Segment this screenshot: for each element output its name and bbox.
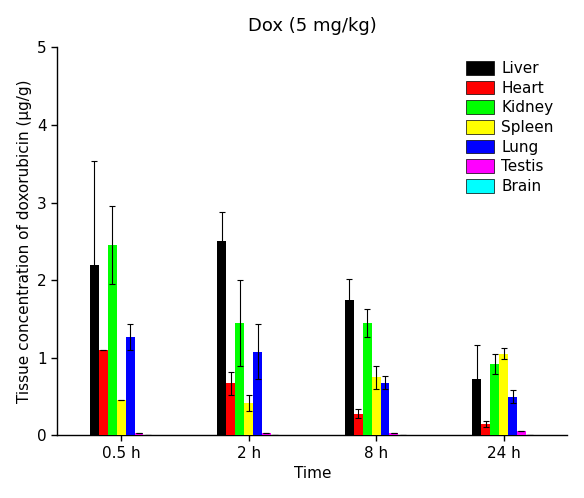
Bar bbox=[90, 264, 99, 435]
Bar bbox=[508, 396, 517, 435]
Bar bbox=[117, 400, 126, 435]
Title: Dox (5 mg/kg): Dox (5 mg/kg) bbox=[248, 16, 377, 35]
Bar bbox=[235, 323, 244, 435]
Bar bbox=[472, 379, 481, 435]
Bar bbox=[126, 337, 134, 435]
Bar bbox=[517, 431, 526, 435]
Bar bbox=[134, 433, 144, 435]
X-axis label: Time: Time bbox=[294, 466, 331, 482]
Bar bbox=[345, 300, 354, 435]
Legend: Liver, Heart, Kidney, Spleen, Lung, Testis, Brain: Liver, Heart, Kidney, Spleen, Lung, Test… bbox=[460, 55, 559, 200]
Bar bbox=[253, 352, 262, 435]
Bar bbox=[499, 354, 508, 435]
Bar bbox=[99, 350, 107, 435]
Bar bbox=[262, 433, 271, 435]
Bar bbox=[481, 424, 490, 435]
Bar bbox=[244, 403, 253, 435]
Bar bbox=[371, 377, 381, 435]
Bar bbox=[490, 364, 499, 435]
Bar bbox=[217, 242, 227, 435]
Bar bbox=[390, 433, 398, 435]
Bar bbox=[227, 383, 235, 435]
Bar bbox=[354, 414, 363, 435]
Bar bbox=[381, 382, 390, 435]
Bar bbox=[107, 245, 117, 435]
Y-axis label: Tissue concentration of doxorubicin (μg/g): Tissue concentration of doxorubicin (μg/… bbox=[17, 80, 32, 403]
Bar bbox=[363, 323, 371, 435]
